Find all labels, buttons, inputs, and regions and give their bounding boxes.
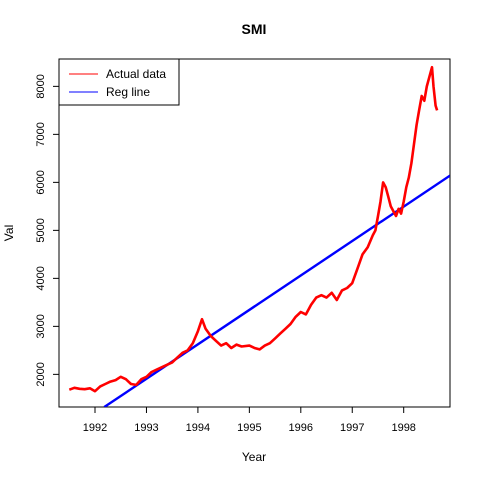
y-tick-label: 8000 bbox=[35, 74, 47, 98]
series-line-actual-data bbox=[69, 67, 437, 391]
x-tick-label: 1998 bbox=[391, 422, 415, 434]
x-tick-label: 1997 bbox=[340, 422, 364, 434]
x-tick-label: 1996 bbox=[289, 422, 313, 434]
legend: Actual data Reg line bbox=[59, 59, 179, 105]
y-axis: 2000 3000 4000 5000 6000 7000 8000 bbox=[35, 74, 59, 386]
legend-label-reg-line: Reg line bbox=[106, 85, 150, 99]
x-axis: 1992 1993 1994 1995 1996 1997 1998 bbox=[83, 407, 416, 434]
x-axis-label: Year bbox=[242, 450, 266, 464]
y-tick-label: 7000 bbox=[35, 122, 47, 146]
x-tick-label: 1993 bbox=[134, 422, 158, 434]
x-tick-label: 1992 bbox=[83, 422, 107, 434]
legend-label-actual-data: Actual data bbox=[106, 67, 166, 81]
y-tick-label: 4000 bbox=[35, 266, 47, 290]
plot-frame bbox=[59, 59, 450, 407]
chart-title: SMI bbox=[242, 21, 267, 37]
y-tick-label: 3000 bbox=[35, 314, 47, 338]
y-tick-label: 2000 bbox=[35, 362, 47, 386]
plot-area bbox=[59, 59, 450, 407]
x-tick-label: 1995 bbox=[237, 422, 261, 434]
x-tick-label: 1994 bbox=[186, 422, 210, 434]
y-tick-label: 6000 bbox=[35, 170, 47, 194]
y-axis-label: Val bbox=[2, 225, 16, 241]
y-tick-label: 5000 bbox=[35, 218, 47, 242]
